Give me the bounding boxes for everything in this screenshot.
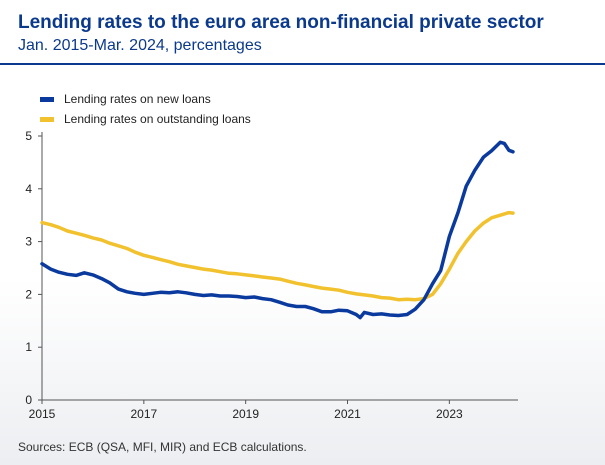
y-tick-label: 0: [25, 393, 32, 407]
series-line-outstanding-loans: [40, 210, 515, 302]
y-tick-label: 5: [25, 129, 32, 143]
legend-swatch-new-loans: [40, 96, 54, 102]
chart-subtitle: Jan. 2015-Mar. 2024, percentages: [18, 37, 262, 54]
y-tick-label: 4: [25, 182, 32, 196]
chart-legend: Lending rates on new loans Lending rates…: [40, 89, 251, 129]
y-tick-label: 3: [25, 235, 32, 249]
x-tick-label: 2017: [130, 407, 157, 421]
chart-title: Lending rates to the euro area non-finan…: [18, 12, 544, 33]
y-tick-label: 2: [25, 287, 32, 301]
x-tick-label: 2015: [29, 407, 56, 421]
legend-swatch-outstanding-loans: [40, 116, 54, 122]
y-tick-label: 1: [25, 340, 32, 354]
x-tick-label: 2021: [334, 407, 361, 421]
x-tick-label: 2023: [436, 407, 463, 421]
title-divider: [0, 63, 605, 65]
series-line-new-loans: [40, 140, 515, 320]
legend-label-outstanding-loans: Lending rates on outstanding loans: [64, 112, 251, 126]
legend-item-outstanding-loans: Lending rates on outstanding loans: [40, 109, 251, 129]
x-tick-label: 2019: [232, 407, 259, 421]
legend-item-new-loans: Lending rates on new loans: [40, 89, 251, 109]
legend-label-new-loans: Lending rates on new loans: [64, 92, 211, 106]
sources-note: Sources: ECB (QSA, MFI, MIR) and ECB cal…: [18, 440, 307, 454]
